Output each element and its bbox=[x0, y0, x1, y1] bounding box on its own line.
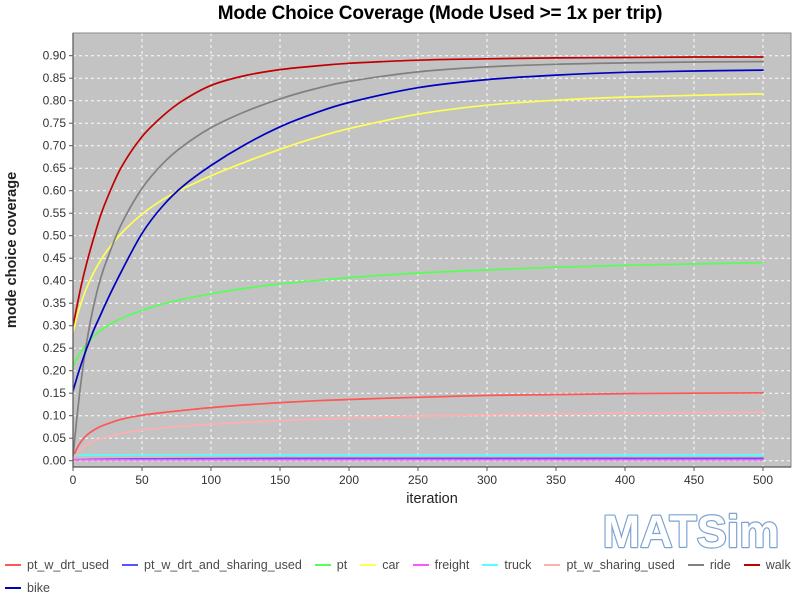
y-tick-label: 0.70 bbox=[43, 139, 67, 153]
legend: pt_w_drt_used pt_w_drt_and_sharing_used pt… bbox=[5, 553, 797, 599]
legend-row: pt_w_drt_used pt_w_drt_and_sharing_used pt… bbox=[5, 553, 797, 576]
y-tick-label: 0.30 bbox=[43, 319, 67, 333]
y-tick-label: 0.15 bbox=[43, 386, 67, 400]
legend-label: ride bbox=[709, 557, 731, 572]
x-axis-label: iteration bbox=[406, 491, 458, 507]
legend-label: bike bbox=[27, 580, 50, 595]
series-lines bbox=[73, 56, 764, 461]
y-tick-label: 0.80 bbox=[43, 94, 67, 108]
y-tick-label: 0.00 bbox=[43, 454, 67, 468]
x-tick-label: 250 bbox=[408, 473, 428, 487]
legend-swatch-pt_w_sharing_used bbox=[544, 563, 561, 566]
x-tick-label: 300 bbox=[477, 473, 497, 487]
legend-swatch-pt bbox=[314, 563, 331, 566]
legend-label: truck bbox=[504, 557, 532, 572]
x-tick-label: 450 bbox=[684, 473, 704, 487]
y-tick-label: 0.25 bbox=[43, 341, 67, 355]
matsim-logo: MATSim bbox=[588, 505, 794, 558]
legend-swatch-truck bbox=[482, 563, 499, 566]
y-tick-label: 0.20 bbox=[43, 364, 67, 378]
series-line-car bbox=[73, 93, 764, 334]
y-tick-label: 0.60 bbox=[43, 184, 67, 198]
y-tick-label: 0.90 bbox=[43, 49, 67, 63]
x-tick-label: 0 bbox=[70, 473, 77, 487]
y-tick-label: 0.50 bbox=[43, 229, 67, 243]
legend-swatch-walk bbox=[743, 563, 760, 566]
legend-item-pt_w_sharing_used: pt_w_sharing_used bbox=[544, 557, 675, 572]
x-tick-label: 100 bbox=[201, 473, 221, 487]
series-line-pt_w_drt_used bbox=[73, 391, 764, 458]
legend-label: pt_w_sharing_used bbox=[566, 557, 675, 572]
legend-item-truck: truck bbox=[482, 558, 531, 572]
y-tick-label: 0.35 bbox=[43, 296, 67, 310]
y-axis-label: mode choice coverage bbox=[4, 172, 20, 328]
axis-ticks: 0 50 100 150 200 250 300 350 400 450 500 0.00 0.05 0.… bbox=[43, 49, 774, 487]
y-tick-label: 0.85 bbox=[43, 71, 67, 85]
y-tick-label: 0.75 bbox=[43, 116, 67, 130]
legend-item-pt: pt bbox=[314, 557, 348, 572]
plot-background bbox=[73, 33, 791, 467]
legend-label: pt_w_drt_used bbox=[27, 557, 110, 572]
legend-item-pt_w_drt_used: pt_w_drt_used bbox=[5, 558, 109, 572]
legend-swatch-pt_w_drt_and_sharing_used bbox=[122, 563, 139, 566]
y-tick-label: 0.40 bbox=[43, 274, 67, 288]
legend-label: pt bbox=[336, 557, 348, 572]
x-tick-label: 350 bbox=[546, 473, 566, 487]
chart-title: Mode Choice Coverage (Mode Used >= 1x pe… bbox=[217, 3, 663, 24]
y-tick-label: 0.45 bbox=[43, 251, 67, 265]
series-line-pt_w_sharing_used bbox=[73, 411, 764, 460]
y-tick-label: 0.10 bbox=[43, 409, 67, 423]
plot-canvas: 0 50 100 150 200 250 300 350 400 450 500 0.00 0.05 0.… bbox=[4, 32, 792, 507]
series-line-walk bbox=[73, 56, 764, 327]
series-line-truck bbox=[73, 453, 764, 457]
x-tick-label: 50 bbox=[135, 473, 149, 487]
legend-label: car bbox=[382, 557, 400, 572]
legend-item-freight: freight bbox=[412, 557, 470, 572]
y-tick-label: 0.05 bbox=[43, 431, 67, 445]
legend-swatch-bike bbox=[5, 586, 21, 589]
x-tick-label: 150 bbox=[270, 473, 290, 487]
matsim-logo-svg: MATSim bbox=[601, 505, 780, 558]
x-tick-label: 200 bbox=[339, 473, 359, 487]
matsim-logo-text: MATSim bbox=[603, 506, 780, 557]
legend-row: bike bbox=[5, 576, 797, 599]
legend-swatch-ride bbox=[687, 563, 704, 566]
legend-item-pt_w_drt_and_sharing_used: pt_w_drt_and_sharing_used bbox=[122, 558, 302, 572]
legend-item-bike: bike bbox=[5, 581, 50, 595]
y-tick-label: 0.65 bbox=[43, 161, 67, 175]
y-tick-label: 0.55 bbox=[43, 206, 67, 220]
legend-item-ride: ride bbox=[687, 557, 731, 572]
legend-label: pt_w_drt_and_sharing_used bbox=[144, 557, 302, 572]
x-tick-label: 400 bbox=[615, 473, 635, 487]
series-line-ride bbox=[73, 60, 764, 458]
x-tick-label: 500 bbox=[753, 473, 773, 487]
legend-label: freight bbox=[434, 557, 470, 572]
legend-swatch-pt_w_drt_used bbox=[5, 563, 21, 566]
legend-label: walk bbox=[765, 557, 791, 572]
legend-item-car: car bbox=[360, 557, 400, 572]
legend-swatch-car bbox=[360, 563, 377, 566]
legend-item-walk: walk bbox=[743, 557, 791, 572]
legend-swatch-freight bbox=[412, 563, 429, 566]
series-line-bike bbox=[73, 69, 764, 392]
